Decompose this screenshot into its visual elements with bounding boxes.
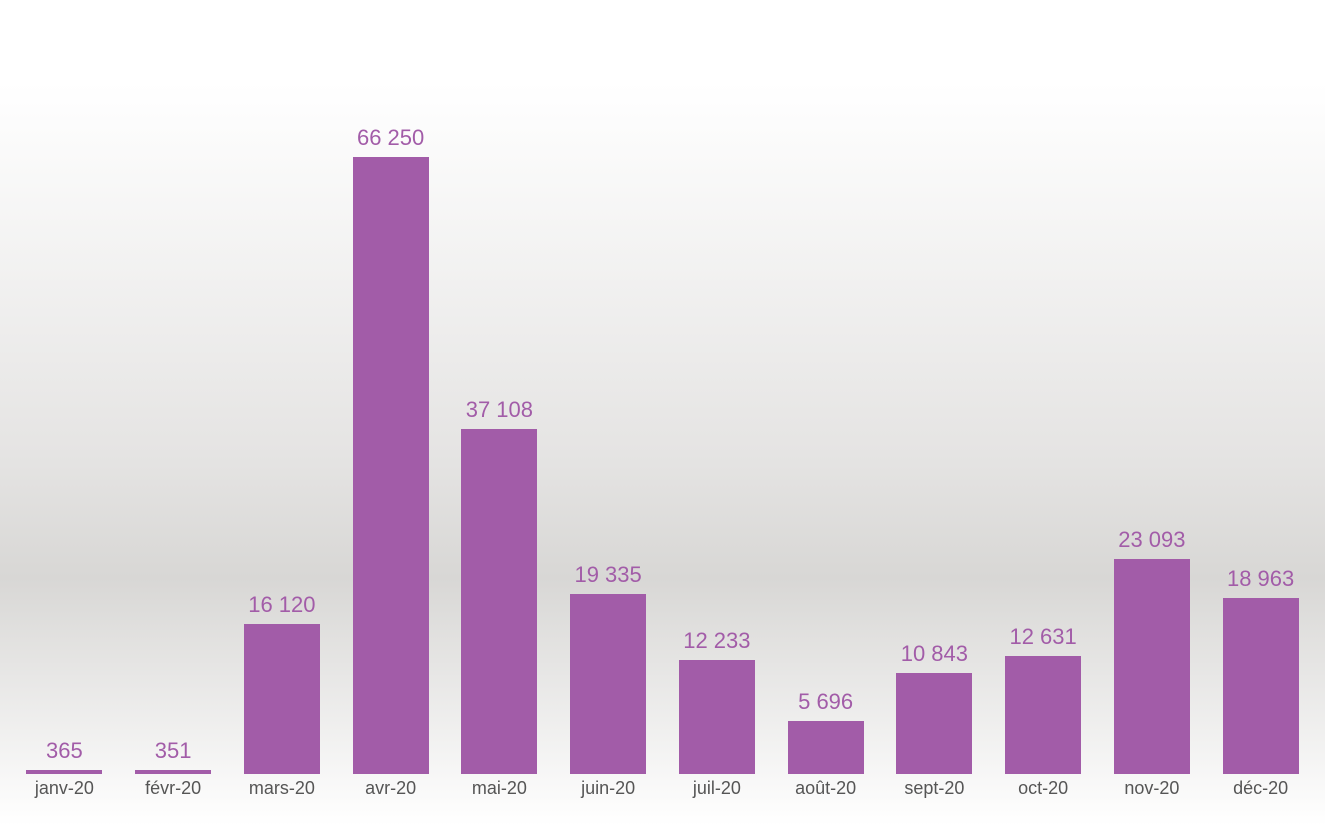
bar <box>461 429 537 774</box>
bar-value-label: 365 <box>46 738 83 764</box>
x-tick-label: janv-20 <box>10 774 119 826</box>
x-tick-label: juil-20 <box>663 774 772 826</box>
bar-slot: 12 631 <box>989 0 1098 774</box>
plot-area: 365 351 16 120 66 250 37 108 19 335 12 233 5 69… <box>0 0 1325 774</box>
bar-slot: 23 093 <box>1098 0 1207 774</box>
bar <box>570 594 646 774</box>
bar-value-label: 5 696 <box>798 689 853 715</box>
x-tick-label: août-20 <box>771 774 880 826</box>
bar-slot: 5 696 <box>771 0 880 774</box>
bar-value-label: 37 108 <box>466 397 533 423</box>
bar-chart: 365 351 16 120 66 250 37 108 19 335 12 233 5 69… <box>0 0 1325 826</box>
x-tick-label: juin-20 <box>554 774 663 826</box>
bar-slot: 19 335 <box>554 0 663 774</box>
bar-value-label: 12 233 <box>683 628 750 654</box>
bar-slot: 18 963 <box>1206 0 1315 774</box>
bar-value-label: 23 093 <box>1118 527 1185 553</box>
bar-value-label: 18 963 <box>1227 566 1294 592</box>
bar-slot: 10 843 <box>880 0 989 774</box>
x-tick-label: févr-20 <box>119 774 228 826</box>
x-tick-label: mai-20 <box>445 774 554 826</box>
x-tick-label: nov-20 <box>1098 774 1207 826</box>
bar <box>353 157 429 774</box>
bar-slot: 12 233 <box>663 0 772 774</box>
bar <box>1223 598 1299 775</box>
x-tick-label: déc-20 <box>1206 774 1315 826</box>
bar-slot: 351 <box>119 0 228 774</box>
x-tick-label: sept-20 <box>880 774 989 826</box>
bar-value-label: 12 631 <box>1009 624 1076 650</box>
bar <box>896 673 972 774</box>
x-tick-label: mars-20 <box>228 774 337 826</box>
x-tick-label: avr-20 <box>336 774 445 826</box>
bar-value-label: 66 250 <box>357 125 424 151</box>
bar-value-label: 19 335 <box>574 562 641 588</box>
bar-value-label: 10 843 <box>901 641 968 667</box>
bar-slot: 365 <box>10 0 119 774</box>
bar <box>788 721 864 774</box>
bar <box>679 660 755 774</box>
x-axis: janv-20févr-20mars-20avr-20mai-20juin-20… <box>0 774 1325 826</box>
bar-value-label: 16 120 <box>248 592 315 618</box>
bar-slot: 66 250 <box>336 0 445 774</box>
x-tick-label: oct-20 <box>989 774 1098 826</box>
bar <box>1005 656 1081 774</box>
bar <box>244 624 320 774</box>
bar-slot: 37 108 <box>445 0 554 774</box>
bar-value-label: 351 <box>155 738 192 764</box>
bar-slot: 16 120 <box>228 0 337 774</box>
bar <box>1114 559 1190 774</box>
